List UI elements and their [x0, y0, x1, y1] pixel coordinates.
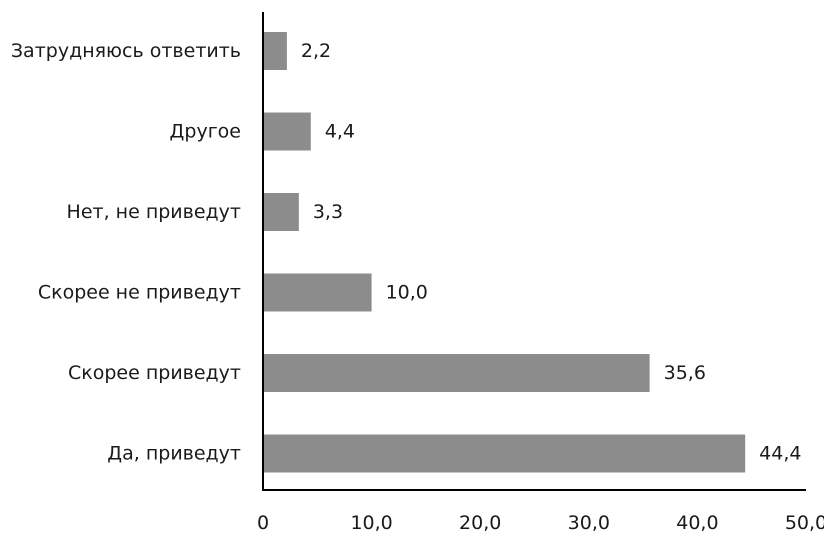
value-label-2: 3,3 [313, 201, 343, 223]
value-label-0: 2,2 [301, 40, 331, 62]
category-label-3: Скорее не приведут [38, 282, 241, 304]
bar-0 [263, 32, 287, 70]
x-axis-ticks: 0 10,0 20,0 30,0 40,0 50,0 [257, 512, 824, 534]
bar-5 [263, 434, 746, 473]
category-label-4: Скорее приведут [68, 362, 241, 384]
value-label-5: 44,4 [759, 443, 801, 465]
x-tick-label-2: 20,0 [459, 512, 501, 534]
x-tick-label-1: 10,0 [350, 512, 392, 534]
value-label-4: 35,6 [664, 362, 706, 384]
x-tick-label-3: 30,0 [568, 512, 610, 534]
category-label-0: Затрудняюсь ответить [11, 40, 241, 62]
bar-3 [263, 273, 372, 312]
value-label-1: 4,4 [325, 121, 355, 143]
bar-4 [263, 354, 650, 392]
x-tick-label-0: 0 [257, 512, 269, 534]
value-labels: 2,2 4,4 3,3 10,0 35,6 44,4 [301, 40, 802, 465]
x-tick-label-5: 50,0 [785, 512, 824, 534]
bar-2 [263, 193, 299, 231]
category-labels: Затрудняюсь ответить Другое Нет, не привед… [11, 40, 241, 465]
value-label-3: 10,0 [386, 282, 428, 304]
bar-1 [263, 112, 311, 151]
bars-group [263, 32, 746, 473]
category-label-1: Другое [170, 121, 241, 143]
category-label-5: Да, приведут [107, 443, 241, 465]
x-tick-label-4: 40,0 [676, 512, 718, 534]
category-label-2: Нет, не приведут [67, 201, 241, 223]
